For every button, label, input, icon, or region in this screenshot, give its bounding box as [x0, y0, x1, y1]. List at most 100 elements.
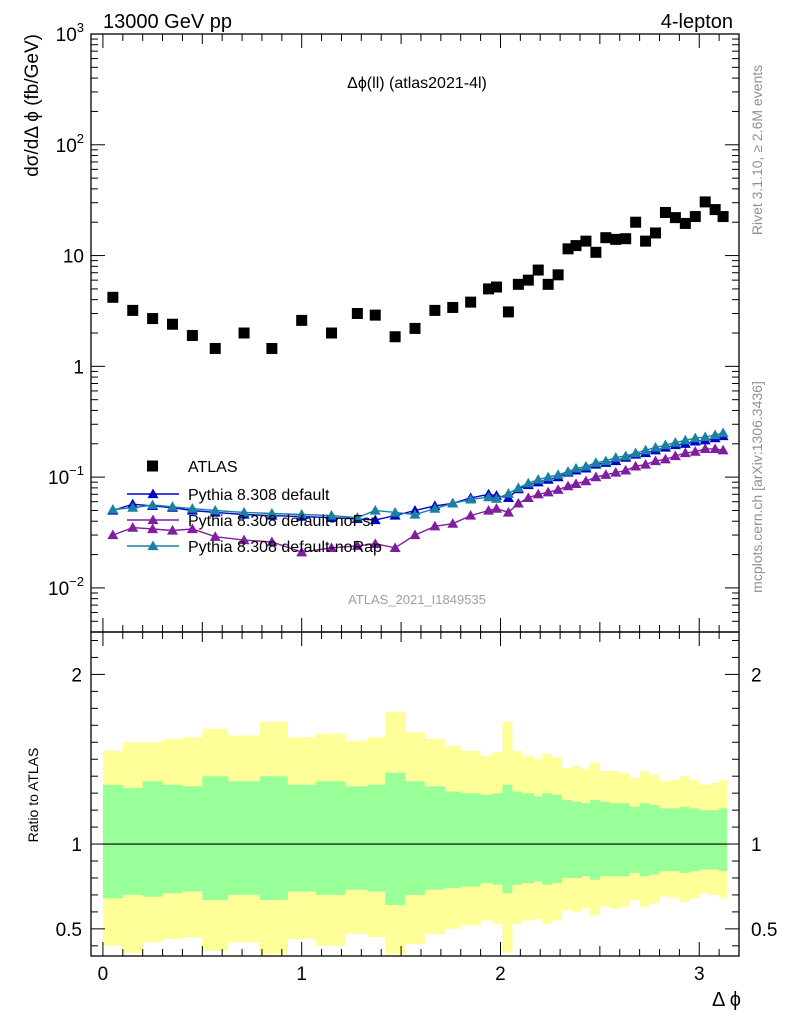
data-point	[512, 482, 524, 492]
legend-marker	[147, 488, 159, 499]
data-point	[580, 475, 592, 486]
data-point	[429, 503, 441, 513]
data-point	[369, 504, 381, 515]
data-point	[465, 510, 477, 520]
data-point	[447, 301, 459, 313]
data-point	[630, 460, 642, 471]
y-tick-label: 10−2	[48, 574, 84, 600]
data-point	[238, 534, 250, 545]
data-point	[640, 459, 652, 469]
data-point	[127, 502, 139, 512]
data-point	[522, 274, 534, 286]
data-series	[107, 196, 729, 557]
data-point	[610, 467, 622, 477]
data-point	[186, 523, 198, 534]
y-axis-label: dσ/dΔ ϕ (fb/GeV)	[22, 34, 43, 177]
ratio-y-axis-label: Ratio to ATLAS	[25, 748, 41, 843]
data-point	[600, 469, 612, 479]
data-point	[409, 529, 421, 540]
data-point	[689, 446, 701, 456]
data-point	[610, 233, 622, 245]
header-left: 13000 GeV pp	[103, 11, 232, 33]
data-point	[590, 246, 602, 258]
data-point	[620, 233, 632, 245]
data-point	[296, 508, 308, 519]
data-point	[532, 488, 544, 499]
data-point	[186, 329, 198, 341]
data-point	[502, 506, 514, 517]
data-point	[389, 331, 401, 343]
data-point	[409, 322, 421, 334]
data-point	[351, 307, 363, 319]
data-point	[512, 278, 524, 290]
data-point	[689, 432, 701, 443]
data-point	[369, 309, 381, 321]
data-point	[296, 314, 308, 326]
data-point	[147, 523, 159, 534]
data-point	[630, 216, 642, 228]
data-point	[669, 450, 681, 461]
data-point	[447, 497, 459, 508]
data-point	[147, 499, 159, 510]
data-point	[552, 469, 564, 479]
data-point	[650, 227, 662, 239]
data-point	[580, 235, 592, 247]
data-point	[699, 196, 711, 208]
data-point	[689, 211, 701, 223]
data-point	[659, 439, 671, 450]
data-point	[522, 477, 534, 488]
data-point	[650, 455, 662, 466]
y-tick-label: 10−1	[48, 463, 84, 489]
data-point	[679, 217, 691, 229]
y-tick-label: 10	[63, 247, 84, 268]
data-point	[542, 278, 554, 290]
legend-label: Pythia 8.308 default-noFsr	[188, 513, 376, 530]
x-axis-label: Δ ϕ	[712, 989, 741, 1011]
data-point	[127, 304, 139, 316]
data-point	[709, 204, 721, 216]
data-point	[512, 497, 524, 508]
data-point	[238, 327, 250, 339]
ratio-y-tick-label: 0.5	[56, 920, 82, 941]
data-point	[552, 484, 564, 494]
data-point	[542, 486, 554, 497]
data-point	[166, 501, 178, 511]
data-point	[590, 471, 602, 482]
data-point	[429, 520, 441, 531]
data-point	[542, 471, 554, 482]
data-point	[640, 235, 652, 247]
x-tick-label: 3	[694, 964, 705, 985]
data-point	[107, 504, 119, 514]
x-tick-label: 1	[296, 964, 307, 985]
y-tick-label: 1	[73, 357, 84, 378]
data-point	[679, 447, 691, 458]
data-point	[238, 506, 250, 517]
data-point	[490, 493, 502, 503]
data-point	[209, 342, 221, 354]
data-point	[570, 462, 582, 473]
data-point	[166, 524, 178, 535]
axis-ticks: 10 1 103 102 10−1 10−2 0 1 2 3 2 2 1 1 0.5 0.5	[48, 20, 777, 985]
ratio-y-tick-label: 2	[71, 665, 82, 686]
data-point	[600, 455, 612, 466]
ratio-plot-frame	[90, 631, 740, 957]
data-point	[369, 538, 381, 548]
data-point	[532, 474, 544, 484]
data-point	[522, 492, 534, 502]
legend-label: Pythia 8.308 default	[188, 487, 330, 504]
y-tick-label: 103	[56, 20, 84, 46]
data-point	[326, 327, 338, 339]
data-point	[429, 304, 441, 316]
data-point	[570, 240, 582, 252]
data-point	[326, 510, 338, 520]
plot-title: Δϕ(ll) (atlas2021-4l)	[347, 75, 487, 92]
data-point	[717, 211, 729, 223]
data-point	[266, 342, 278, 354]
data-point	[650, 442, 662, 452]
header-right: 4-lepton	[661, 11, 733, 33]
data-point	[600, 232, 612, 244]
data-point	[669, 437, 681, 447]
data-point	[389, 542, 401, 552]
data-point	[483, 283, 495, 295]
